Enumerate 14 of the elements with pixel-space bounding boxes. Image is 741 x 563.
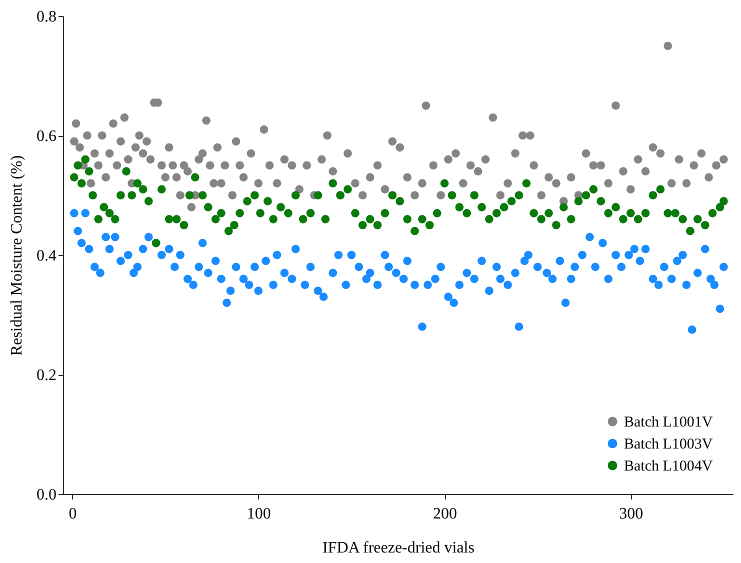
y-tick-label: 0.8 [36, 8, 56, 26]
y-tick-label: 0.6 [36, 128, 56, 145]
y-tick-label: 0.4 [36, 248, 56, 264]
legend-label: Batch L1001V [624, 414, 713, 430]
x-tick-label: 300 [619, 506, 644, 522]
legend-label: Batch L1003V [624, 436, 713, 452]
legend-label: Batch L1004V [624, 458, 713, 474]
y-tick-label: 0.0 [36, 486, 56, 504]
x-tick-label: 0 [68, 506, 77, 522]
x-tick-label: 200 [433, 506, 458, 522]
y-tick-label: 0.2 [36, 367, 56, 384]
y-axis-title: Residual Moisture Content (%) [8, 155, 26, 356]
x-tick-label: 100 [246, 506, 271, 522]
x-axis-title: IFDA freeze-dried vials [322, 540, 474, 556]
